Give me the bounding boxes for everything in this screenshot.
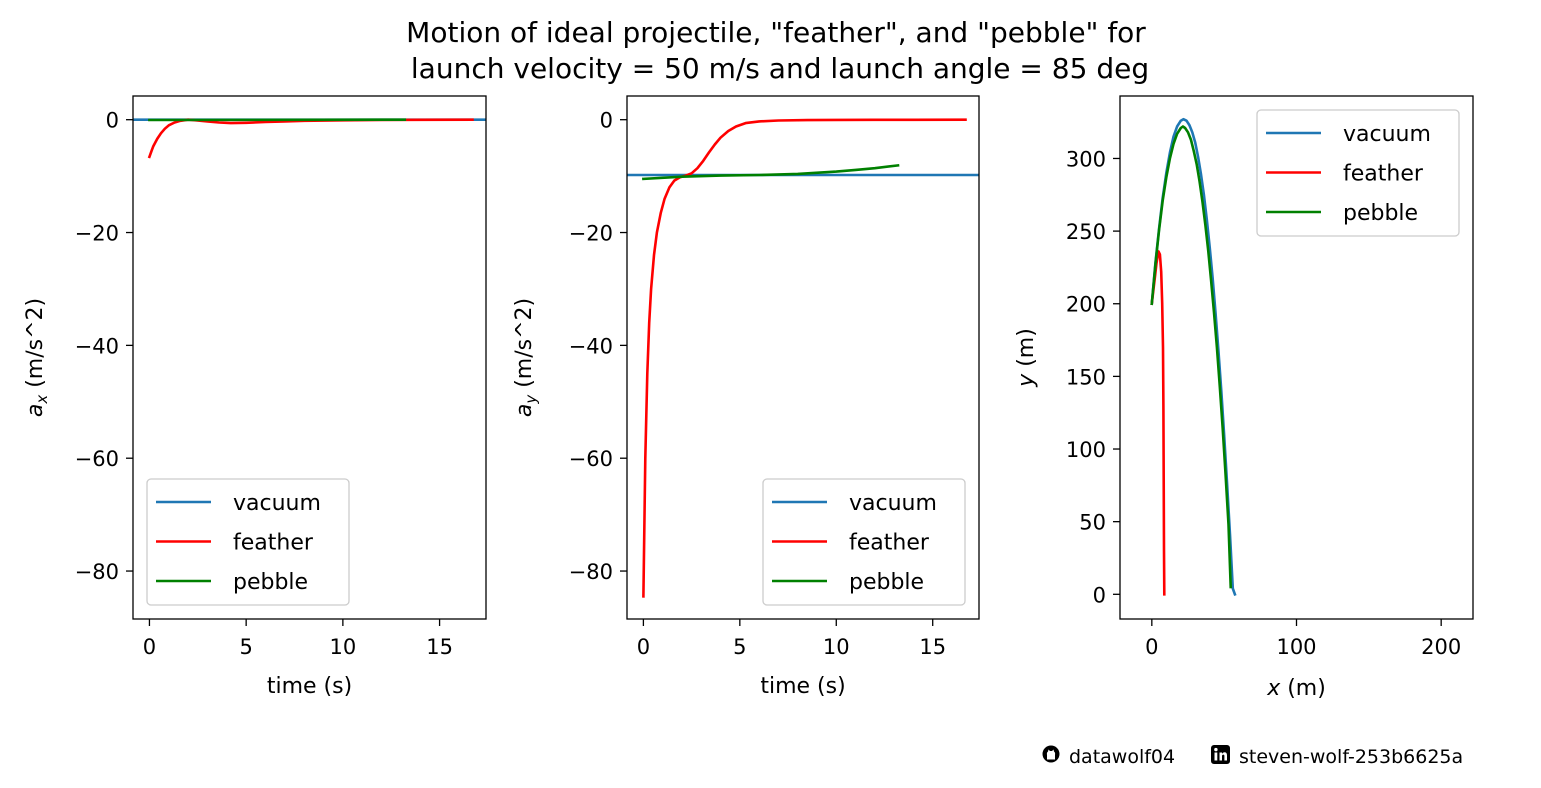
x-tick-label: 15 (919, 635, 946, 659)
legend-label-pebble: pebble (849, 570, 924, 595)
legend: vacuum feather pebble (1256, 109, 1460, 237)
linkedin-username: steven-wolf-253b6625a (1239, 746, 1463, 768)
y-tick-label: −20 (75, 222, 119, 246)
y-tick-label: −20 (569, 222, 613, 246)
legend-label-pebble: pebble (233, 570, 308, 595)
figure-title-line2: launch velocity = 50 m/s and launch angl… (411, 52, 1149, 85)
axes-frame (132, 95, 487, 620)
y-tick-label: −40 (75, 334, 119, 358)
legend-label-vacuum: vacuum (849, 491, 937, 516)
figure-title-line1: Motion of ideal projectile, "feather", a… (406, 16, 1146, 49)
series-group (1150, 117, 1237, 596)
axes-frame (626, 95, 980, 620)
legend-label-feather: feather (1343, 162, 1424, 187)
ax-acceleration-x-panel: 0 5 10 15 0 −20 −40 −60 −80 time (s) ax (m/s^2) vac… (23, 95, 487, 699)
x-tick-label: 0 (1145, 635, 1158, 659)
legend-frame (762, 478, 966, 606)
y-tick-label: −60 (569, 447, 613, 471)
y-tick-label: 0 (600, 109, 613, 133)
y-tick-label: −40 (569, 334, 613, 358)
x-axis-label: time (s) (760, 674, 845, 699)
legend: vacuum feather pebble (762, 478, 966, 606)
series-group (133, 118, 486, 159)
x-tick-label: 5 (733, 635, 746, 659)
trajectory-panel: 0 100 200 0 50 100 150 200 250 300 x (m) y (m) vacuu… (1014, 95, 1474, 701)
y-tick-label: 150 (1066, 365, 1106, 389)
y-tick-label: −60 (75, 447, 119, 471)
series-line-feather (1150, 250, 1166, 596)
x-tick-label: 200 (1421, 635, 1461, 659)
y-tick-label: 200 (1066, 293, 1106, 317)
y-tick-label: −80 (75, 560, 119, 584)
y-tick-label: 50 (1079, 511, 1106, 535)
legend-label-vacuum: vacuum (233, 491, 321, 516)
series-line-pebble (642, 163, 900, 181)
x-tick-label: 100 (1276, 635, 1316, 659)
y-tick-label: 300 (1066, 147, 1106, 171)
github-icon (1042, 745, 1060, 763)
series-line-feather (147, 118, 474, 159)
legend-label-pebble: pebble (1343, 201, 1418, 226)
y-axis-label: y (m) (1014, 328, 1039, 388)
x-tick-label: 0 (637, 635, 650, 659)
series-group (627, 118, 979, 598)
x-tick-label: 10 (823, 635, 850, 659)
x-axis-label: time (s) (267, 674, 352, 699)
y-axis-label: ay (m/s^2) (512, 298, 540, 417)
x-tick-label: 15 (426, 635, 453, 659)
legend: vacuum feather pebble (146, 478, 350, 606)
x-axis-label: x (m) (1266, 676, 1326, 701)
legend-label-feather: feather (849, 531, 930, 556)
y-axis-label: ax (m/s^2) (23, 298, 51, 417)
legend-label-feather: feather (233, 531, 314, 556)
github-username: datawolf04 (1069, 746, 1175, 768)
linkedin-icon (1211, 745, 1230, 764)
y-tick-label: −80 (569, 560, 613, 584)
legend-frame (1256, 109, 1460, 237)
x-tick-label: 10 (329, 635, 356, 659)
legend-label-vacuum: vacuum (1343, 122, 1431, 147)
y-tick-label: 100 (1066, 438, 1106, 462)
legend-frame (146, 478, 350, 606)
x-tick-label: 0 (143, 635, 156, 659)
y-tick-label: 0 (106, 109, 119, 133)
credits: datawolf04 steven-wolf-253b6625a (1042, 745, 1463, 768)
y-tick-label: 250 (1066, 220, 1106, 244)
ax-acceleration-y-panel: 0 5 10 15 0 −20 −40 −60 −80 time (s) ay (m/s^2) vac… (512, 95, 980, 699)
y-tick-label: 0 (1093, 583, 1106, 607)
x-tick-label: 5 (239, 635, 252, 659)
series-line-feather (642, 118, 967, 598)
series-line-pebble (1150, 125, 1233, 589)
